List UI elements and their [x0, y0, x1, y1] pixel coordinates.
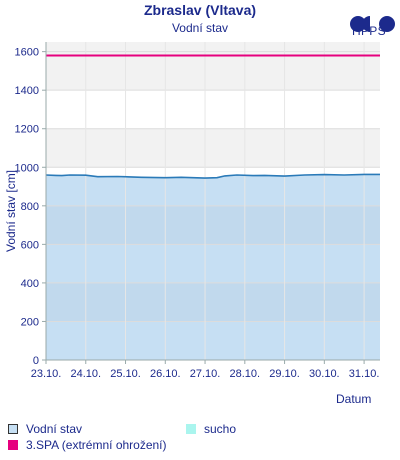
area-band: [46, 205, 380, 245]
legend-spa3: 3.SPA (extrémní ohrožení): [8, 437, 167, 453]
y-tick-label: 0: [33, 355, 39, 367]
x-tick-label: 28.10.: [230, 368, 261, 380]
chart-title: Zbraslav (Vltava): [143, 2, 257, 18]
x-tick-label: 24.10.: [70, 368, 101, 380]
chart-subtitle: Vodní stav: [171, 21, 229, 35]
y-tick-label: 1600: [15, 47, 39, 59]
x-tick-label: 30.10.: [309, 368, 340, 380]
y-tick-label: 800: [21, 201, 39, 213]
legend-drought-swatch: [186, 424, 196, 434]
y-tick-label: 200: [21, 316, 39, 328]
x-tick-label: 27.10.: [190, 368, 221, 380]
y-tick-label: 1000: [15, 162, 39, 174]
y-tick-label: 1400: [15, 85, 39, 97]
x-tick-label: 31.10.: [349, 368, 380, 380]
legend-spa3-swatch: [8, 440, 18, 450]
water-level-area: [46, 174, 380, 360]
legend-drought-label: sucho: [204, 422, 237, 436]
hpps-logo-icon: [350, 16, 395, 32]
y-tick-label: 400: [21, 278, 39, 290]
area-band: [46, 282, 380, 322]
y-tick-label: 1200: [15, 124, 39, 136]
grid-band: [46, 128, 380, 168]
x-tick-label: 23.10.: [31, 368, 62, 380]
x-axis-label: Datum: [336, 392, 372, 406]
legend-spa3-label: 3.SPA (extrémní ohrožení): [26, 438, 167, 452]
grid-band: [46, 51, 380, 91]
legend-water-level: Vodní stav: [8, 421, 82, 437]
x-tick-label: 29.10.: [269, 368, 300, 380]
legend-drought: sucho: [186, 421, 236, 437]
y-axis-label: Vodní stav [cm]: [4, 170, 18, 252]
x-tick-label: 25.10.: [110, 368, 141, 380]
grid-band-top: [46, 42, 380, 52]
legend-water-swatch: [8, 424, 18, 434]
water-level-line: [45, 173, 380, 179]
y-tick-label: 600: [21, 239, 39, 251]
logo-text: HPPS: [352, 24, 386, 38]
legend-water-label: Vodní stav: [26, 422, 83, 436]
x-tick-label: 26.10.: [150, 368, 181, 380]
